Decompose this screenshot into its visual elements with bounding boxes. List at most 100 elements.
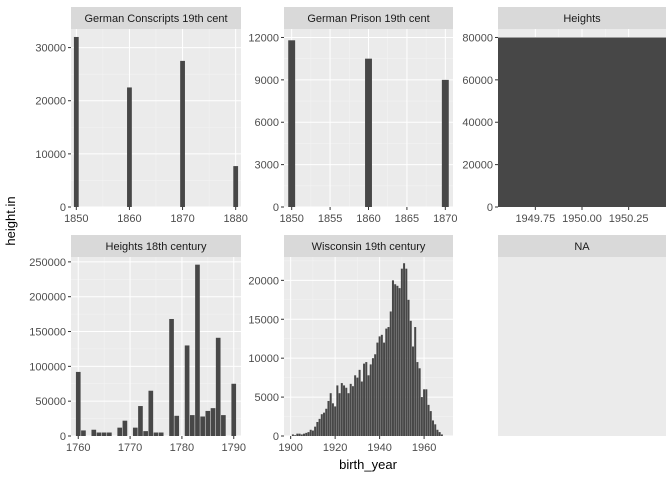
bar: [398, 288, 401, 436]
y-tick-label: 10000: [35, 149, 66, 161]
strip-label: German Conscripts 19th cent: [84, 13, 227, 25]
bar: [195, 264, 200, 436]
bar: [336, 385, 339, 436]
x-tick-label: 1865: [395, 213, 419, 225]
bar: [291, 434, 294, 436]
bar: [233, 166, 239, 207]
bar: [331, 403, 334, 436]
bar: [420, 397, 423, 436]
bar: [221, 415, 226, 436]
bar: [360, 381, 363, 436]
strip-label: Wisconsin 19th century: [312, 241, 426, 253]
bar: [180, 60, 185, 207]
bar: [371, 358, 374, 436]
x-tick-label: 1950.25: [609, 213, 649, 225]
bar: [407, 299, 410, 436]
bar: [436, 429, 439, 436]
bar: [363, 363, 366, 436]
bar: [305, 432, 308, 436]
bar: [396, 285, 399, 436]
bar: [138, 406, 143, 436]
bar: [96, 432, 102, 436]
bar: [200, 416, 205, 436]
panel-2: German Prison 19th cent 0 3000 6000 9000 1200…: [248, 7, 458, 225]
bar: [205, 410, 211, 436]
strip-background: [284, 7, 453, 29]
bar: [122, 420, 128, 436]
bar: [343, 385, 346, 436]
bar: [320, 414, 323, 436]
strip-label: German Prison 19th cent: [307, 13, 429, 25]
y-tick-label: 80000: [462, 32, 493, 44]
bar: [376, 342, 379, 436]
y-tick-label: 9000: [255, 75, 279, 87]
x-tick-label: 1790: [222, 442, 246, 454]
strip-label: Heights: [563, 13, 601, 25]
bar: [288, 40, 296, 207]
bar: [380, 334, 383, 436]
bar: [91, 429, 97, 436]
x-tick-label: 1949.75: [515, 213, 555, 225]
bar: [338, 393, 341, 436]
bar: [329, 393, 332, 436]
bar: [438, 432, 441, 436]
bar: [143, 431, 148, 436]
bar: [307, 432, 310, 436]
bar: [127, 87, 132, 207]
bar: [349, 383, 352, 436]
y-tick-label: 0: [60, 431, 66, 443]
x-tick-label: 1920: [323, 442, 347, 454]
panel-4: Heights 18th century 0 50000 100000 150000 20…: [29, 235, 246, 454]
bar: [374, 354, 377, 436]
x-tick-label: 1940: [367, 442, 391, 454]
facet-panels: German Conscripts 19th cent 0 10000 20000 30…: [29, 7, 666, 454]
bar: [174, 415, 180, 436]
x-tick-label: 1850: [64, 213, 88, 225]
y-tick-label: 3000: [255, 160, 279, 172]
y-tick-label: 200000: [29, 292, 66, 304]
panel-1: German Conscripts 19th cent 0 10000 20000 30…: [35, 7, 248, 225]
bar: [73, 36, 79, 207]
bar: [231, 383, 237, 436]
y-tick-label: 20000: [35, 96, 66, 108]
bar: [411, 346, 414, 436]
bar: [425, 389, 428, 436]
bar: [158, 432, 164, 436]
strip-background: [71, 7, 241, 29]
strip-background: [71, 235, 241, 257]
bar: [294, 435, 297, 436]
bar: [314, 426, 317, 436]
bar: [391, 280, 394, 436]
bar: [383, 342, 386, 436]
bar: [184, 345, 190, 436]
bar: [340, 383, 343, 436]
bar: [427, 404, 430, 436]
bar: [107, 432, 112, 436]
bar: [153, 432, 159, 436]
y-tick-label: 0: [487, 202, 493, 214]
y-tick-label: 0: [273, 431, 279, 443]
bar: [210, 408, 216, 436]
bar: [169, 318, 174, 436]
strip-label: NA: [574, 241, 590, 253]
bar: [296, 433, 299, 436]
bar: [431, 420, 434, 436]
y-tick-label: 6000: [255, 117, 279, 129]
bar: [309, 429, 312, 436]
x-tick-label: 1855: [318, 213, 342, 225]
strip-background: [498, 235, 666, 257]
bar: [400, 268, 403, 436]
bar: [303, 433, 306, 436]
bar: [300, 434, 303, 436]
y-tick-label: 5000: [255, 392, 279, 404]
bar: [318, 418, 321, 436]
panel-3: Heights 0 20000 40000 60000 80000 1949.75 1950.…: [462, 7, 666, 225]
bar: [365, 58, 372, 207]
bar: [354, 375, 357, 436]
x-tick-label: 1770: [118, 442, 142, 454]
bar: [367, 375, 370, 436]
y-tick-label: 12000: [248, 32, 279, 44]
x-tick-label: 1760: [66, 442, 90, 454]
x-axis-title: birth_year: [339, 457, 397, 472]
bar: [325, 408, 328, 436]
